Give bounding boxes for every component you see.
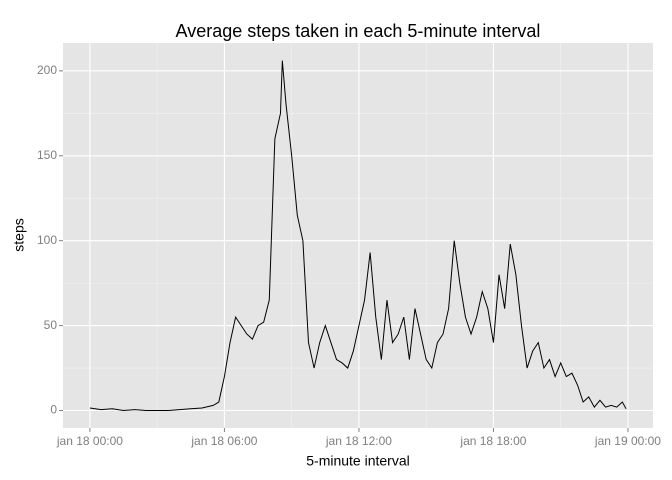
y-tick-label: 0 (50, 403, 57, 417)
y-tick-label: 150 (37, 148, 57, 162)
x-tick-label: jan 18 12:00 (325, 434, 392, 448)
chart-title: Average steps taken in each 5-minute int… (176, 21, 541, 41)
line (89, 60, 627, 412)
y-tick-label: 50 (44, 318, 58, 332)
x-tick-label: jan 18 06:00 (190, 434, 257, 448)
y-axis-title: steps (11, 218, 27, 251)
y-tick-label: 100 (37, 233, 57, 247)
x-tick-label: jan 19 00:00 (594, 434, 661, 448)
x-axis-title: 5-minute interval (306, 453, 410, 469)
x-tick-label: jan 18 00:00 (56, 434, 123, 448)
x-tick-label: jan 18 18:00 (459, 434, 526, 448)
panel (63, 43, 653, 428)
y-tick-label: 200 (37, 63, 57, 77)
